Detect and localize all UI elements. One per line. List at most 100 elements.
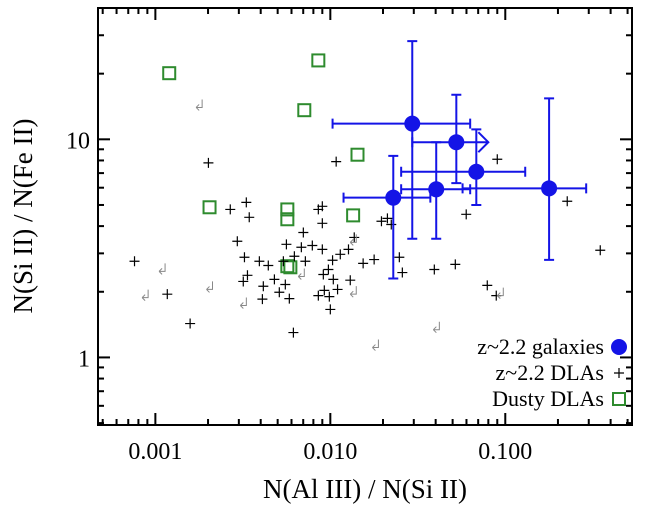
point — [203, 157, 214, 168]
point — [280, 279, 291, 290]
point — [325, 304, 336, 315]
point — [278, 256, 289, 267]
point — [385, 189, 402, 206]
x-tick-label: 0.001 — [128, 439, 182, 465]
point — [296, 242, 307, 253]
point — [238, 276, 249, 287]
limit-point — [195, 99, 203, 111]
point — [288, 327, 299, 338]
point — [358, 258, 369, 269]
y-error-bar — [388, 154, 399, 280]
point — [562, 196, 573, 207]
point — [331, 156, 342, 167]
point — [428, 181, 445, 198]
legend-marker — [612, 392, 626, 406]
point — [450, 259, 461, 270]
legend-label: Dusty DLAs — [492, 386, 604, 411]
point — [394, 252, 405, 263]
point — [317, 201, 328, 212]
point — [297, 103, 312, 118]
point — [239, 252, 250, 263]
point — [335, 249, 346, 260]
point — [280, 259, 295, 274]
point — [289, 251, 300, 262]
point — [317, 244, 328, 255]
point — [323, 264, 334, 275]
point — [595, 245, 606, 256]
point — [254, 256, 265, 267]
limit-point — [349, 234, 357, 246]
legend-marker — [611, 339, 627, 355]
limit-point — [297, 268, 305, 280]
point — [298, 227, 309, 238]
x-error-bar — [461, 183, 588, 194]
legend-label: z~2.2 galaxies — [477, 334, 604, 359]
point — [332, 284, 343, 295]
point — [284, 293, 295, 304]
point — [327, 255, 338, 266]
point — [129, 256, 140, 267]
point — [382, 213, 393, 224]
point — [241, 197, 252, 208]
point — [244, 212, 255, 223]
limit-point — [496, 287, 504, 299]
point — [258, 281, 269, 292]
point — [313, 290, 324, 301]
limit-point — [372, 339, 379, 351]
point — [328, 274, 339, 285]
point — [350, 147, 365, 162]
point — [162, 289, 173, 300]
point — [202, 200, 217, 215]
point — [280, 212, 295, 227]
point — [369, 254, 380, 265]
point — [225, 204, 236, 215]
point — [283, 260, 298, 275]
point — [397, 267, 408, 278]
point — [242, 270, 253, 281]
point — [319, 285, 330, 296]
point — [318, 269, 329, 280]
point — [274, 287, 285, 298]
x-axis-label: N(Al III) / N(Si II) — [263, 474, 467, 504]
point — [482, 280, 493, 291]
limit-point — [206, 281, 214, 293]
limit-point — [239, 297, 247, 309]
plot-frame — [97, 7, 633, 426]
point — [386, 219, 397, 230]
y-axis-label: N(Si II) / N(Fe II) — [8, 119, 38, 314]
point — [307, 240, 318, 251]
point — [280, 202, 295, 217]
y-tick-label: 1 — [78, 346, 90, 372]
point — [185, 318, 196, 329]
point — [448, 134, 465, 151]
point — [492, 154, 503, 165]
point — [162, 66, 177, 81]
y-error-bar — [544, 97, 555, 261]
x-error-bar — [400, 166, 527, 177]
point — [317, 218, 328, 229]
legend-label: z~2.2 DLAs — [496, 360, 604, 385]
x-tick-label: 0.100 — [478, 439, 532, 465]
y-tick-label: 10 — [66, 128, 90, 154]
point — [281, 239, 292, 250]
point — [300, 256, 311, 267]
point — [541, 180, 558, 197]
point — [311, 53, 326, 68]
limit-point — [432, 321, 440, 334]
point — [345, 275, 356, 286]
point — [461, 209, 472, 220]
legend-marker — [614, 368, 624, 378]
point — [343, 244, 354, 255]
point — [232, 236, 243, 247]
point — [269, 274, 280, 285]
point — [404, 115, 421, 132]
point — [349, 232, 360, 243]
x-error-bar — [331, 118, 472, 129]
point — [263, 260, 274, 271]
point — [257, 294, 268, 305]
limit-point — [158, 263, 166, 275]
limit-point — [349, 286, 357, 298]
